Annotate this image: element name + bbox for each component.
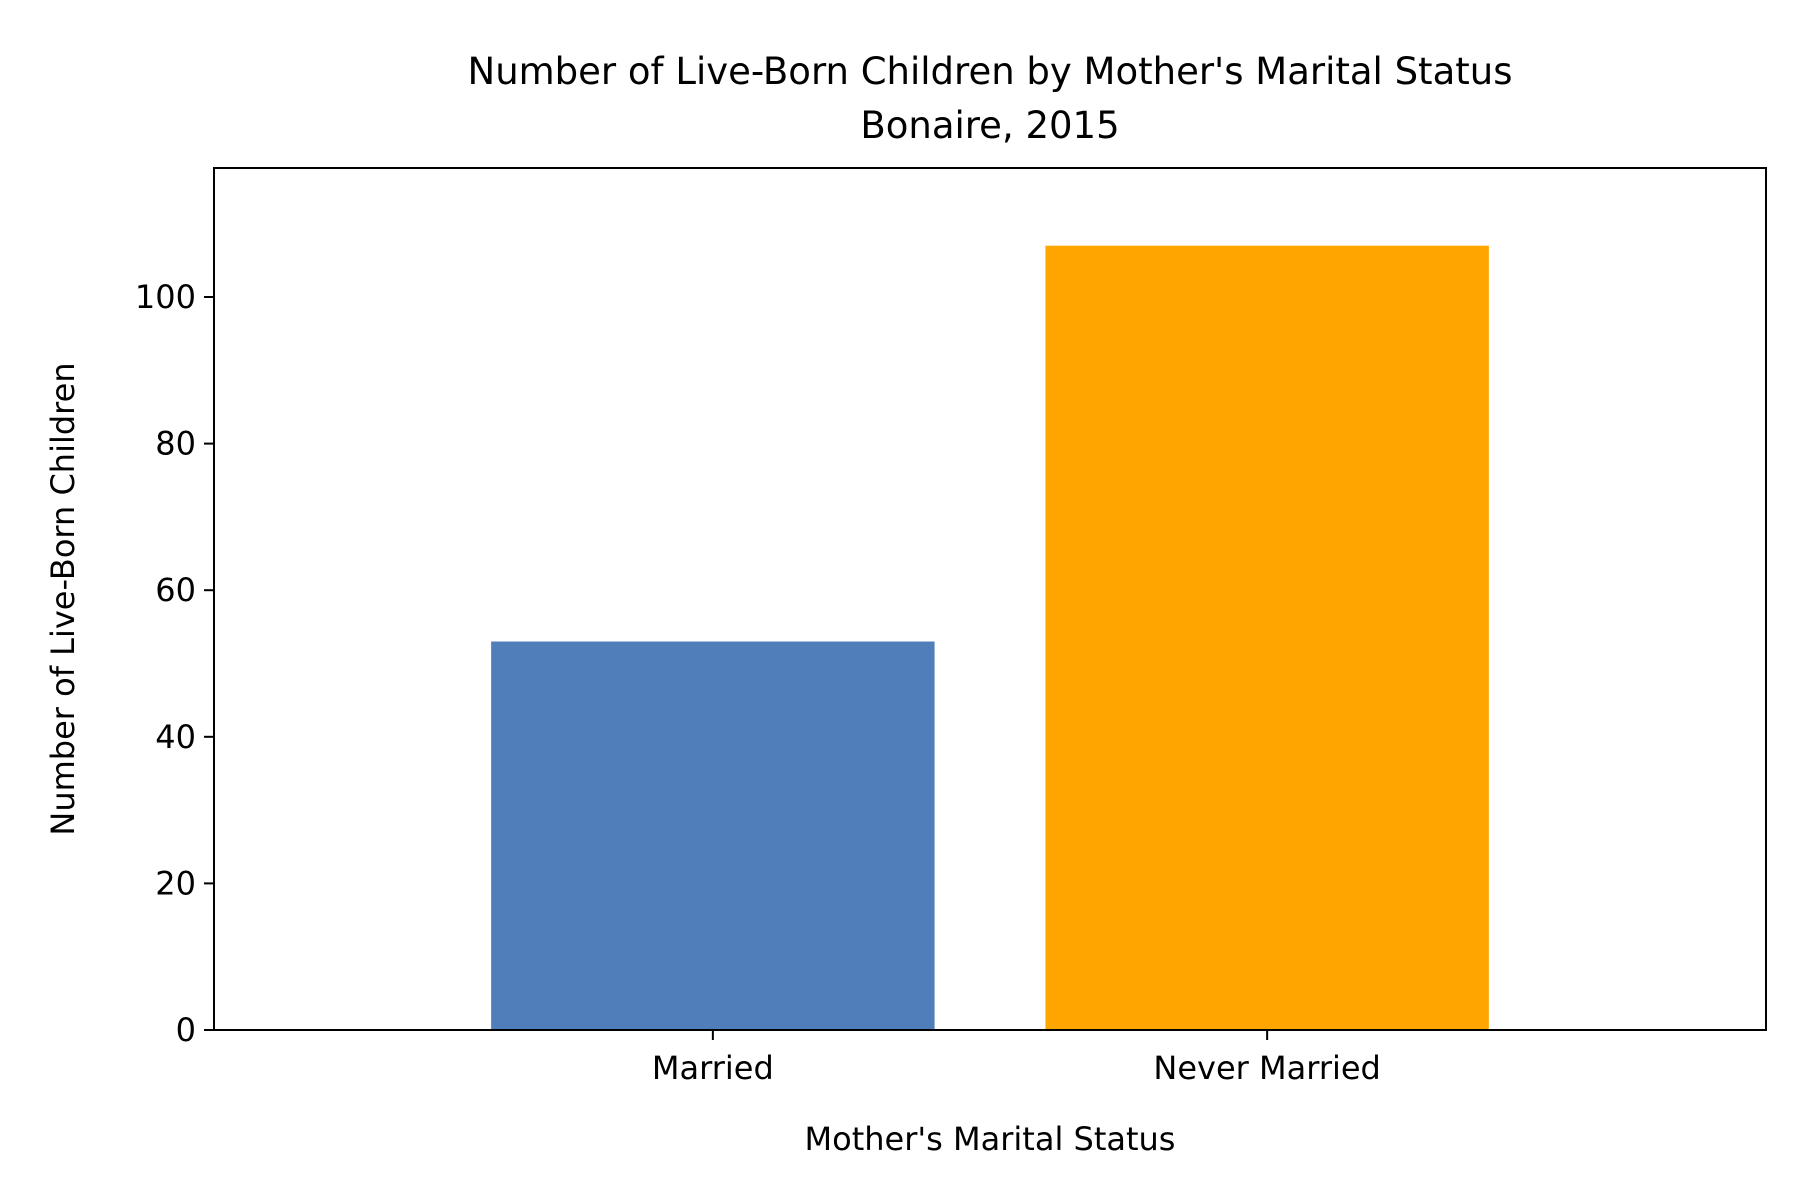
chart-subtitle: Bonaire, 2015 [860,104,1119,147]
bars-group [491,245,1489,1031]
y-tick-label: 0 [176,1011,196,1049]
bar-never-married [1045,245,1489,1031]
x-tick-label: Never Married [1153,1049,1380,1087]
y-tick-label: 40 [155,718,196,756]
y-tick-label: 60 [155,571,196,609]
y-axis-ticks: 0 20 40 60 80 100 [135,278,214,1049]
chart-title: Number of Live-Born Children by Mother's… [468,50,1513,93]
y-axis-label: Number of Live-Born Children [44,362,82,835]
y-tick-label: 20 [155,864,196,902]
y-tick-label: 80 [155,425,196,463]
y-tick-label: 100 [135,278,196,316]
x-axis-label: Mother's Marital Status [805,1120,1176,1158]
x-tick-label: Married [652,1049,774,1087]
plot-frame [213,167,1767,1031]
bar-married [491,641,935,1030]
x-axis-ticks: Married Never Married [652,1030,1381,1087]
